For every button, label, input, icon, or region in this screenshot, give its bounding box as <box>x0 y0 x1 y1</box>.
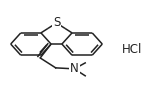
Text: N: N <box>70 62 79 75</box>
Text: HCl: HCl <box>122 43 142 55</box>
Text: S: S <box>53 16 60 29</box>
